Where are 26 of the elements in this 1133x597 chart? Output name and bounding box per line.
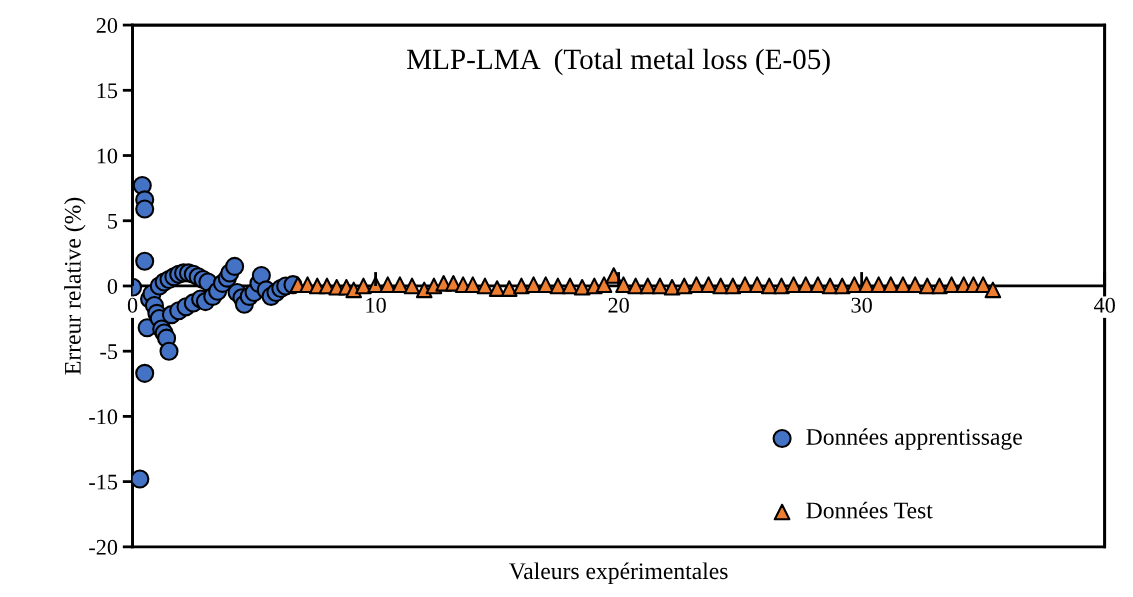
point (135, 363, 155, 383)
y-tick-label: 10 (97, 148, 118, 164)
x-axis-title: Valeurs expérimentales (509, 562, 728, 584)
legend-label: Données Test (806, 501, 933, 519)
point (135, 199, 155, 219)
x-tick-label: 20 (608, 297, 629, 313)
x-tick-label: 40 (1094, 297, 1115, 313)
y-tick-label: -10 (89, 409, 118, 425)
y-tick-label: 0 (107, 278, 118, 294)
y-tick-label: -15 (89, 474, 118, 490)
y-tick-label: -20 (89, 539, 118, 555)
text: MLP-LMA (Total metal loss (E-05) (407, 48, 830, 76)
y-tick-label: 20 (96, 18, 118, 33)
y-axis-title: Erreur relative (%) (64, 197, 86, 375)
y-tick-label: 15 (97, 83, 118, 99)
point (251, 265, 271, 286)
point (225, 256, 245, 276)
point (132, 469, 150, 489)
x-tick-label: 10 (366, 297, 386, 313)
point (159, 341, 179, 361)
x-tick-label: 0 (127, 297, 138, 313)
x-tick-label: 30 (851, 297, 872, 313)
legend-label: Données apprentissage (806, 428, 1022, 450)
y-tick-label: 5 (108, 213, 118, 229)
y-tick-label: -5 (100, 344, 118, 360)
point (135, 251, 155, 271)
